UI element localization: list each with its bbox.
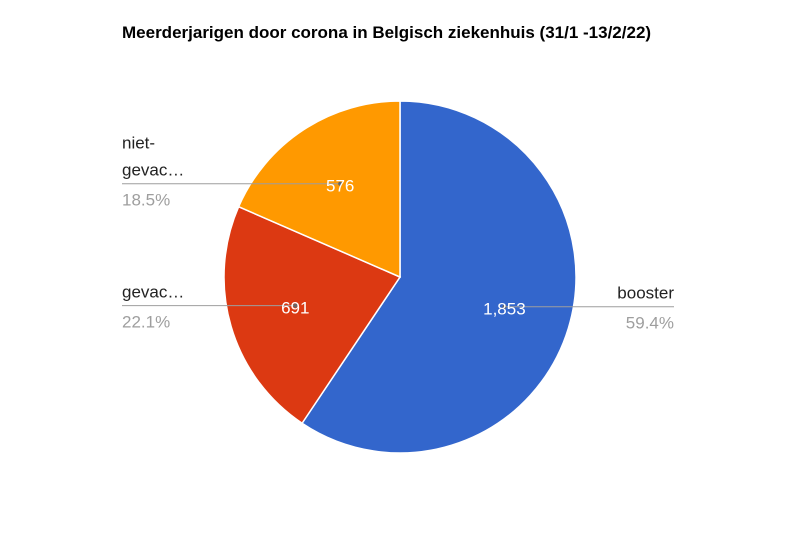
slice-percent-label: 18.5%: [122, 191, 170, 210]
pie-slice-2: [223, 205, 402, 425]
slice-labels: 1,853 booster 59.4% 691 gevac… 22.1% 576 niet-g…: [122, 134, 674, 333]
leader-dot: [502, 304, 507, 309]
slice-name-label: gevac…: [122, 161, 184, 180]
slice-value-label: 1,853: [483, 300, 526, 319]
pie-slice-3: [237, 100, 401, 279]
slice-value-label: 576: [326, 177, 354, 196]
leader-dot: [338, 181, 343, 186]
leader-dot: [293, 303, 298, 308]
slice-name-label: booster: [617, 284, 674, 303]
slice-name-label: niet-: [122, 134, 155, 153]
slice-value-label: 691: [281, 299, 309, 318]
slice-name-label: gevac…: [122, 283, 184, 302]
pie-slice-1: [301, 100, 577, 454]
slice-percent-label: 22.1%: [122, 313, 170, 332]
pie-slices: [223, 100, 577, 454]
slice-percent-label: 59.4%: [626, 314, 674, 333]
leader-lines: [122, 181, 674, 309]
chart-title: Meerderjarigen door corona in Belgisch z…: [122, 23, 652, 42]
